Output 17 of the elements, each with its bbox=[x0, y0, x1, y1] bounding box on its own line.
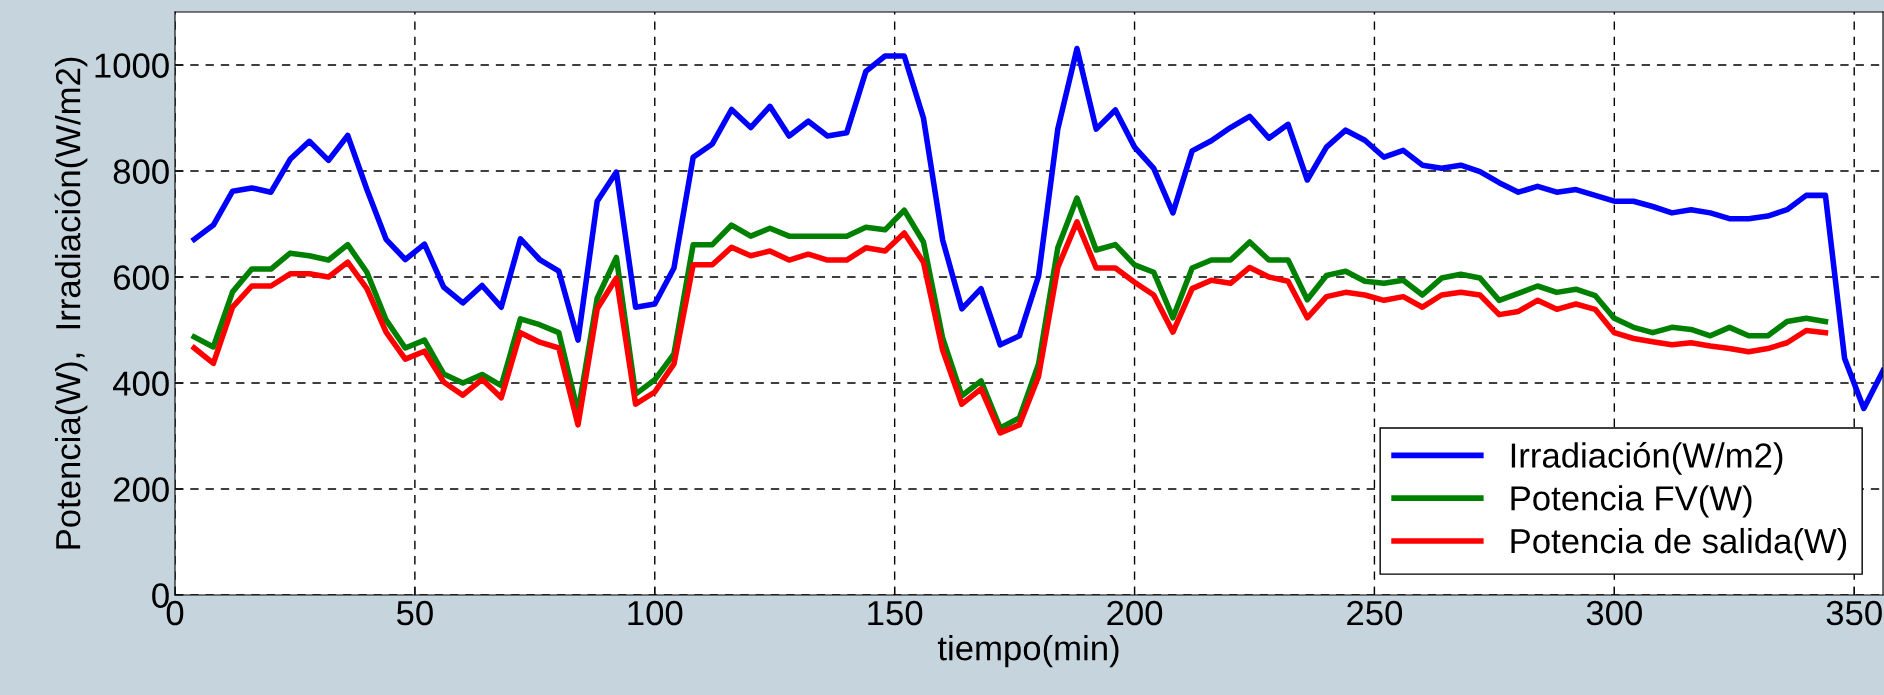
x-tick-label: 200 bbox=[1107, 600, 1163, 626]
x-tick-label: 300 bbox=[1586, 600, 1642, 626]
y-tick-label: 400 bbox=[113, 371, 169, 396]
x-tick-label: 250 bbox=[1347, 600, 1403, 626]
x-tick-label: 150 bbox=[868, 600, 923, 626]
x-tick-label: 350 bbox=[1826, 600, 1882, 626]
legend-label: Potencia de salida(W) bbox=[1511, 527, 1847, 561]
legend-label: Irradiación(W/m2) bbox=[1511, 441, 1783, 475]
y-tick-label: 600 bbox=[113, 265, 169, 290]
legend-label: Potencia FV(W) bbox=[1511, 485, 1752, 518]
x-tick-label: 50 bbox=[396, 600, 433, 626]
y-tick-label: 1000 bbox=[95, 53, 169, 78]
x-axis-title: tiempo(min) bbox=[937, 635, 1119, 668]
x-tick-label: 100 bbox=[628, 600, 683, 626]
y-tick-label: 200 bbox=[113, 477, 169, 502]
y-axis-title: Potencia(W), Irradiación(W/m2) bbox=[54, 57, 88, 549]
y-tick-label: 800 bbox=[113, 159, 169, 184]
